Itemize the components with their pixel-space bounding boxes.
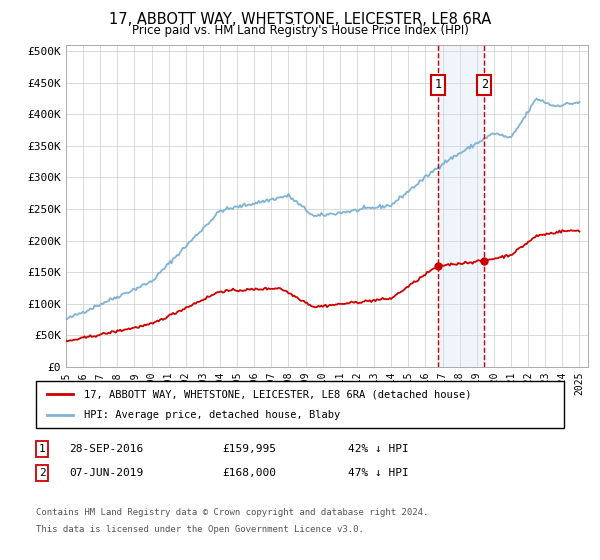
Text: £168,000: £168,000 bbox=[222, 468, 276, 478]
Text: Price paid vs. HM Land Registry's House Price Index (HPI): Price paid vs. HM Land Registry's House … bbox=[131, 24, 469, 36]
Text: 17, ABBOTT WAY, WHETSTONE, LEICESTER, LE8 6RA (detached house): 17, ABBOTT WAY, WHETSTONE, LEICESTER, LE… bbox=[83, 389, 471, 399]
Bar bbox=[438, 45, 484, 367]
Text: 17, ABBOTT WAY, WHETSTONE, LEICESTER, LE8 6RA: 17, ABBOTT WAY, WHETSTONE, LEICESTER, LE… bbox=[109, 12, 491, 27]
Text: Contains HM Land Registry data © Crown copyright and database right 2024.: Contains HM Land Registry data © Crown c… bbox=[36, 508, 428, 517]
FancyBboxPatch shape bbox=[36, 381, 564, 428]
Text: 28-SEP-2016: 28-SEP-2016 bbox=[69, 444, 143, 454]
Text: HPI: Average price, detached house, Blaby: HPI: Average price, detached house, Blab… bbox=[83, 410, 340, 420]
Text: 07-JUN-2019: 07-JUN-2019 bbox=[69, 468, 143, 478]
Text: £159,995: £159,995 bbox=[222, 444, 276, 454]
Text: 2: 2 bbox=[38, 468, 46, 478]
Text: 2: 2 bbox=[481, 78, 488, 91]
Text: 1: 1 bbox=[38, 444, 46, 454]
Text: 42% ↓ HPI: 42% ↓ HPI bbox=[348, 444, 409, 454]
Text: 47% ↓ HPI: 47% ↓ HPI bbox=[348, 468, 409, 478]
Text: 1: 1 bbox=[434, 78, 442, 91]
Text: This data is licensed under the Open Government Licence v3.0.: This data is licensed under the Open Gov… bbox=[36, 525, 364, 534]
